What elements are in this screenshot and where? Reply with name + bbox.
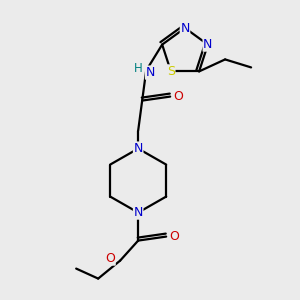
Text: N: N	[180, 22, 190, 34]
Text: O: O	[105, 252, 115, 265]
Text: O: O	[169, 230, 179, 243]
Text: N: N	[146, 66, 155, 79]
Text: O: O	[173, 90, 183, 103]
Text: N: N	[203, 38, 212, 51]
Text: N: N	[134, 142, 143, 155]
Text: N: N	[134, 206, 143, 219]
Text: H: H	[134, 62, 142, 75]
Text: S: S	[167, 65, 175, 78]
